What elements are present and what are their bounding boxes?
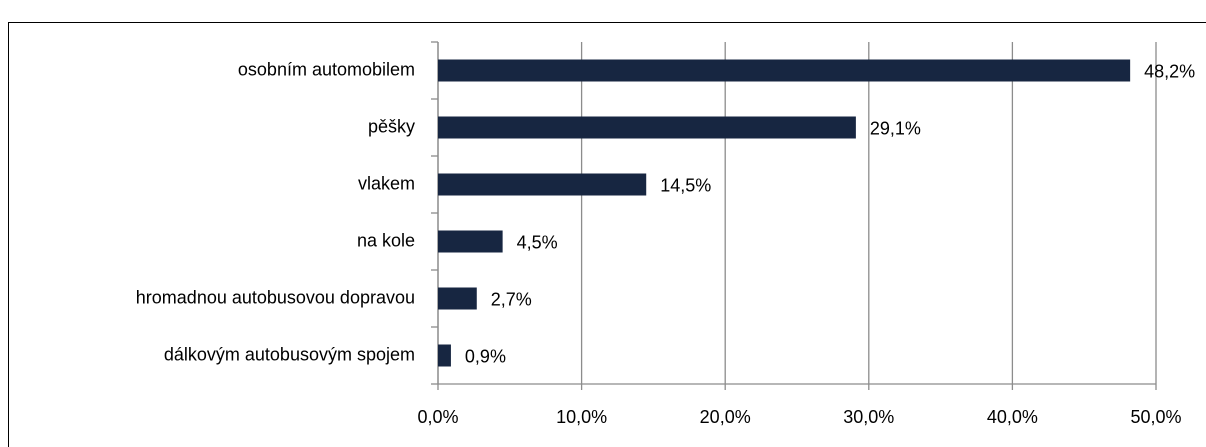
bar (438, 230, 503, 253)
bar (438, 173, 647, 196)
x-tick-label: 20,0% (700, 407, 751, 427)
x-tick-label: 10,0% (556, 407, 607, 427)
data-label: 0,9% (465, 346, 506, 366)
bar (438, 116, 856, 139)
y-tick-label: dálkovým autobusovým spojem (164, 344, 415, 364)
data-label: 29,1% (870, 118, 921, 138)
data-label: 2,7% (491, 289, 532, 309)
bar (438, 287, 477, 310)
y-tick-label: hromadnou autobusovou dopravou (136, 287, 415, 307)
bar (438, 59, 1131, 82)
data-label: 4,5% (517, 232, 558, 252)
y-tick-label: osobním automobilem (238, 59, 415, 79)
data-label: 48,2% (1144, 61, 1195, 81)
y-tick-label: na kole (357, 230, 415, 250)
y-tick-label: vlakem (358, 173, 415, 193)
y-tick-label: pěšky (368, 116, 415, 136)
x-tick-label: 0,0% (417, 407, 458, 427)
x-tick-label: 30,0% (843, 407, 894, 427)
bar (438, 344, 451, 367)
x-tick-label: 40,0% (987, 407, 1038, 427)
chart-border (8, 22, 1206, 447)
x-tick-label: 50,0% (1130, 407, 1181, 427)
data-label: 14,5% (660, 175, 711, 195)
